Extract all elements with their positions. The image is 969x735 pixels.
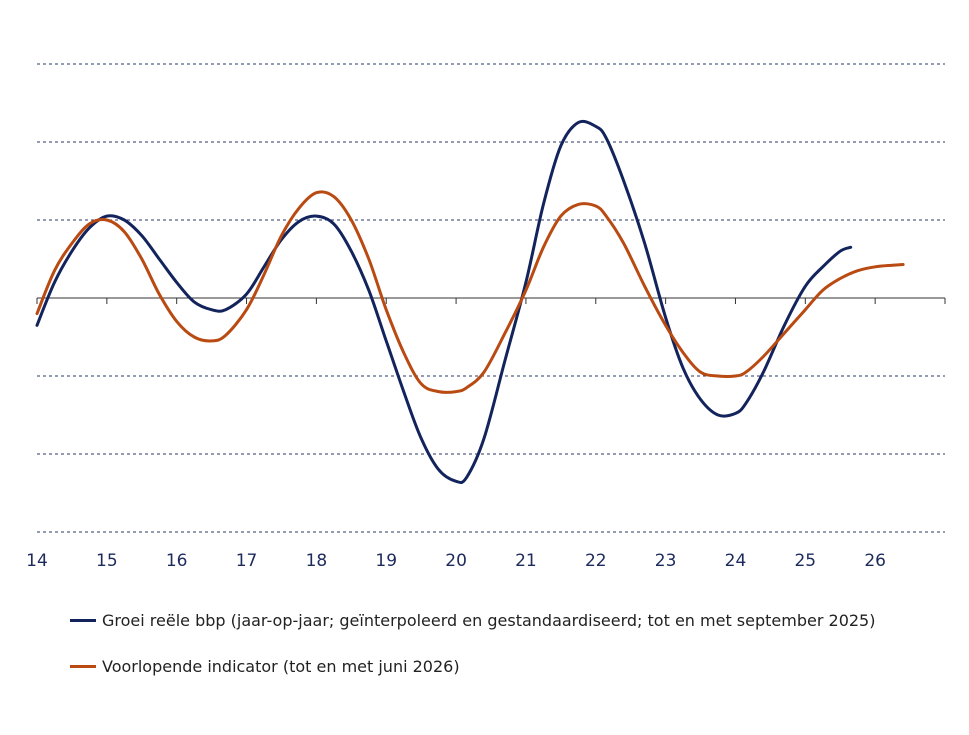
x-tick-label: 14 bbox=[26, 551, 48, 571]
series-line-indicator bbox=[35, 190, 905, 394]
legend: Groei reële bbp (jaar-op-jaar; geïnterpo… bbox=[70, 605, 875, 697]
legend-label-indicator: Voorlopende indicator (tot en met juni 2… bbox=[102, 656, 460, 676]
legend-label-gdp: Groei reële bbp (jaar-op-jaar; geïnterpo… bbox=[102, 610, 876, 630]
legend-item-gdp: Groei reële bbp (jaar-op-jaar; geïnterpo… bbox=[70, 605, 875, 635]
x-tick-label: 26 bbox=[864, 551, 886, 571]
gridlines bbox=[37, 63, 945, 533]
x-tick-label: 25 bbox=[794, 551, 816, 571]
x-tick-label: 16 bbox=[166, 551, 188, 571]
x-axis bbox=[36, 297, 946, 304]
x-tick-label: 15 bbox=[96, 551, 118, 571]
x-tick-label: 21 bbox=[515, 551, 537, 571]
x-tick-label: 24 bbox=[725, 551, 747, 571]
x-tick-label: 18 bbox=[306, 551, 328, 571]
line-chart: 14 15 16 17 18 19 20 21 22 23 24 25 26 bbox=[26, 63, 946, 571]
x-tick-label: 22 bbox=[585, 551, 607, 571]
series-lines bbox=[35, 119, 905, 485]
x-tick-labels: 14 15 16 17 18 19 20 21 22 23 24 25 26 bbox=[26, 551, 886, 571]
x-tick-label: 19 bbox=[375, 551, 397, 571]
x-tick-label: 17 bbox=[236, 551, 258, 571]
x-tick-label: 23 bbox=[655, 551, 677, 571]
series-line-gdp bbox=[35, 119, 853, 485]
legend-swatch-indicator bbox=[70, 664, 96, 668]
legend-swatch-gdp bbox=[70, 618, 96, 622]
x-tick-label: 20 bbox=[445, 551, 467, 571]
legend-item-indicator: Voorlopende indicator (tot en met juni 2… bbox=[70, 651, 875, 681]
